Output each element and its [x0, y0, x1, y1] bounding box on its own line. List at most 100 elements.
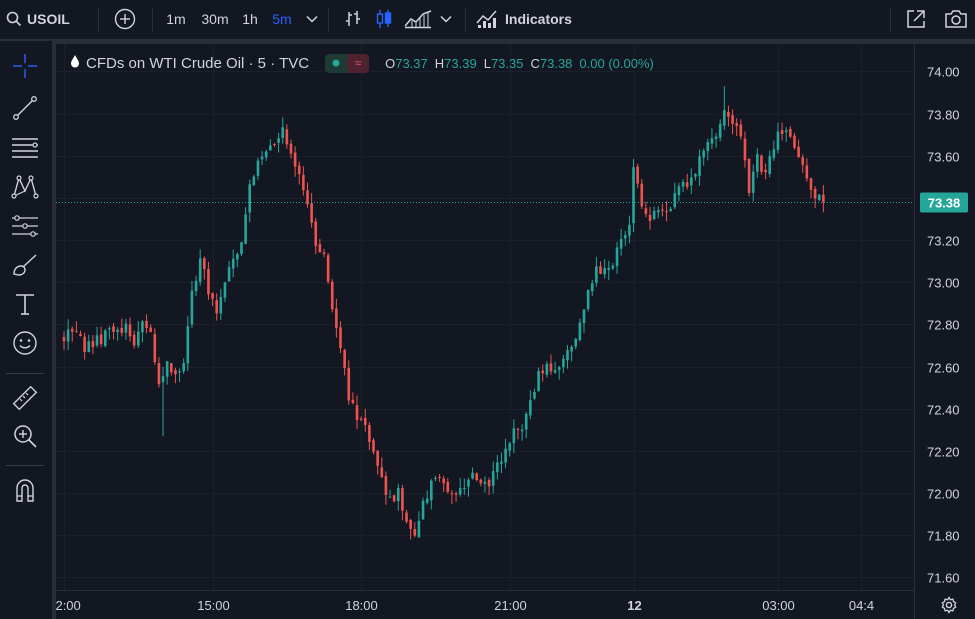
candle-body: [809, 178, 813, 190]
candle-body: [714, 136, 718, 139]
candle-body: [174, 370, 177, 375]
candle-body: [186, 326, 190, 364]
chart-panel[interactable]: 74.0073.8073.6073.4073.2073.0072.8072.60…: [56, 44, 975, 619]
symbol-search-button[interactable]: USOIL: [6, 0, 78, 38]
chart-style-menu-button[interactable]: [437, 0, 455, 38]
candle-body: [735, 123, 739, 126]
candle-body: [190, 290, 194, 325]
timeframe-30m[interactable]: 30m: [201, 11, 229, 27]
open-key: O: [385, 55, 396, 71]
measure-tool[interactable]: [6, 383, 44, 417]
text-tool[interactable]: [6, 289, 44, 323]
brush-tool[interactable]: [6, 250, 44, 284]
market-status-pill[interactable]: ≈: [325, 53, 370, 73]
timeframe-5m[interactable]: 5m: [272, 11, 292, 27]
price-tick-label: 73.00: [927, 276, 960, 291]
candle-body: [648, 214, 652, 221]
plot-area[interactable]: [56, 44, 914, 590]
trendline-tool[interactable]: [6, 93, 44, 127]
share-button[interactable]: [902, 0, 930, 38]
projection-tool[interactable]: [6, 211, 44, 245]
candle-body: [293, 152, 297, 167]
candle-body: [227, 266, 231, 282]
candle-body: [116, 329, 119, 332]
candle-body: [417, 520, 421, 538]
candle-body: [751, 171, 755, 193]
candle-body: [685, 182, 689, 188]
chevron-down-icon: [440, 15, 452, 23]
candle-body: [285, 129, 289, 145]
candle-body: [368, 424, 371, 443]
candle-body: [219, 296, 223, 314]
horizontal-lines-icon: [11, 136, 39, 165]
pattern-tool[interactable]: [6, 172, 44, 206]
candle-body: [450, 493, 454, 495]
emoji-icon: [12, 330, 38, 361]
candle-body: [562, 358, 565, 368]
zoom-in-tool[interactable]: [6, 421, 44, 455]
candle-body: [136, 331, 140, 346]
candle-body: [434, 477, 437, 479]
candle-body: [203, 258, 206, 270]
candle-body: [339, 327, 342, 349]
candle-body: [240, 242, 243, 254]
toolbar-divider: [6, 465, 44, 466]
bars-style-button[interactable]: [340, 0, 366, 38]
time-tick-label: 12: [627, 598, 641, 613]
candle-style-icon: [374, 9, 394, 29]
candle-body: [83, 336, 86, 353]
magnet-mode-tool[interactable]: [6, 475, 44, 509]
price-scale[interactable]: [914, 44, 975, 619]
area-style-button[interactable]: [402, 0, 434, 38]
price-chart[interactable]: 74.0073.8073.6073.4073.2073.0072.8072.60…: [56, 44, 975, 619]
crosshair-tool[interactable]: [6, 51, 44, 85]
candle-body: [326, 255, 330, 282]
candle-body: [178, 371, 181, 373]
candle-body: [211, 293, 214, 299]
candle-body: [297, 165, 301, 175]
emoji-tool[interactable]: [6, 328, 44, 362]
candle-body: [66, 329, 70, 342]
oil-drop-icon: [70, 54, 80, 72]
last-price-label: 73.38: [928, 196, 961, 211]
candle-body: [500, 461, 503, 464]
candle-body: [636, 166, 639, 184]
candle-body: [496, 462, 499, 473]
candle-body: [430, 480, 433, 501]
candle-body: [62, 337, 66, 342]
candle-body: [529, 400, 532, 416]
timeframe-menu-button[interactable]: [302, 0, 322, 38]
candle-body: [438, 476, 441, 478]
candle-body: [392, 495, 396, 502]
candle-body: [207, 269, 210, 295]
candle-body: [615, 247, 619, 267]
candle-body: [132, 334, 136, 346]
candle-body: [632, 167, 635, 224]
last-price-badge: [920, 192, 968, 213]
price-tick-label: 73.20: [927, 234, 960, 249]
candle-body: [256, 160, 260, 176]
candle-body: [302, 174, 305, 191]
area-style-icon: [404, 9, 432, 29]
compare-symbol-button[interactable]: [112, 0, 138, 38]
ohlc-values: O 73.37 H 73.39 L 73.35 C 73.38 0.00 (0.00%): [385, 56, 661, 71]
candle-body: [512, 428, 516, 444]
screenshot-button[interactable]: [941, 0, 971, 38]
candle-body: [590, 283, 594, 292]
time-scale[interactable]: [56, 590, 914, 619]
indicators-button[interactable]: Indicators: [476, 0, 578, 38]
timeframe-1h[interactable]: 1h: [242, 11, 258, 27]
candle-body: [574, 338, 578, 347]
candle-body: [359, 418, 363, 420]
timeframe-1m[interactable]: 1m: [166, 11, 186, 27]
ruler-icon: [11, 384, 39, 417]
candle-body: [813, 188, 817, 199]
candle-body: [801, 157, 805, 165]
candles-style-button[interactable]: [371, 0, 397, 38]
fib-retracement-tool[interactable]: [6, 133, 44, 167]
projection-icon: [11, 213, 39, 244]
candle-body: [273, 143, 276, 145]
chart-settings-button[interactable]: [937, 595, 961, 617]
candle-body: [363, 417, 367, 425]
market-open-indicator: [325, 53, 348, 73]
